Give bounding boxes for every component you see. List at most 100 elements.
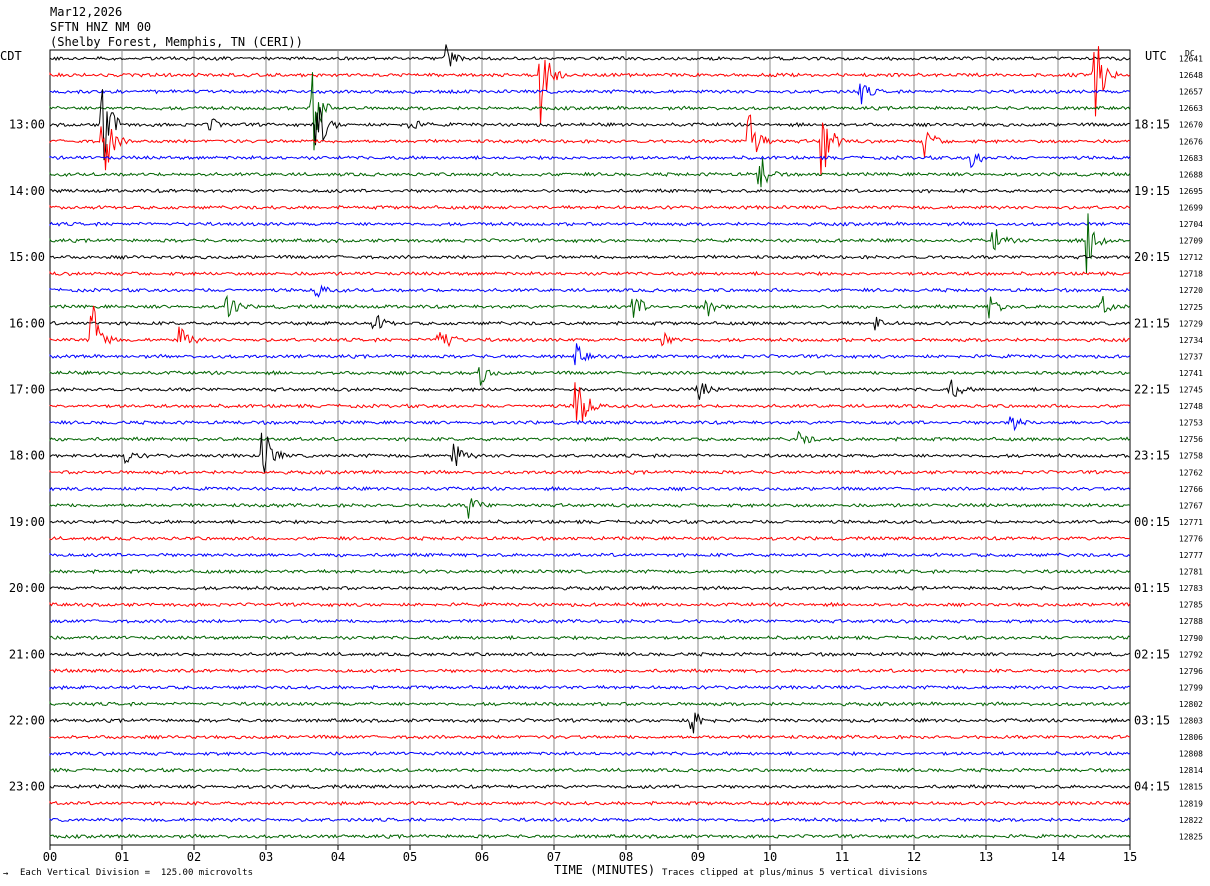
dc-offset-label: 12729 xyxy=(1179,319,1203,328)
hour-label-utc: 03:15 xyxy=(1134,714,1170,728)
dc-offset-label: 12676 xyxy=(1179,137,1203,146)
seismic-trace xyxy=(49,314,1131,331)
dc-offset-label: 12748 xyxy=(1179,402,1203,411)
seismic-trace xyxy=(49,284,1131,298)
dc-offset-label: 12790 xyxy=(1179,634,1203,643)
seismic-trace xyxy=(49,519,1131,525)
hour-label-local: 22:00 xyxy=(9,714,45,728)
dc-offset-label: 12756 xyxy=(1179,435,1203,444)
seismic-trace xyxy=(49,734,1131,740)
dc-offset-label: 12641 xyxy=(1179,55,1203,64)
dc-offset-label: 12776 xyxy=(1179,534,1203,543)
scale-note: Each Vertical Division = 125.00 microvol… xyxy=(20,868,253,878)
x-axis-title: TIME (MINUTES) xyxy=(554,863,656,877)
seismic-trace xyxy=(49,430,1131,445)
station-location: (Shelby Forest, Memphis, TN (CERI)) xyxy=(50,35,303,49)
seismic-trace xyxy=(49,221,1131,227)
dc-offset-label: 12783 xyxy=(1179,584,1203,593)
dc-offset-label: 12819 xyxy=(1179,799,1203,808)
seismic-trace xyxy=(49,432,1131,473)
seismic-trace xyxy=(49,379,1131,400)
dc-offset-label: 12796 xyxy=(1179,667,1203,676)
x-tick-label: 10 xyxy=(763,850,777,864)
dc-offset-label: 12720 xyxy=(1179,286,1203,295)
x-tick-label: 08 xyxy=(619,850,633,864)
seismic-trace xyxy=(49,46,1131,125)
dc-offset-label: 12799 xyxy=(1179,683,1203,692)
seismic-trace xyxy=(49,498,1131,519)
seismic-trace xyxy=(49,343,1131,366)
dc-offset-label: 12737 xyxy=(1179,352,1203,361)
seismic-trace xyxy=(49,783,1131,790)
seismic-trace xyxy=(49,416,1131,432)
seismic-trace xyxy=(49,486,1131,493)
hour-label-local: 13:00 xyxy=(9,118,45,132)
seismic-trace xyxy=(49,72,1131,151)
dc-offset-label: 12802 xyxy=(1179,700,1203,709)
seismic-trace xyxy=(49,213,1131,274)
seismic-trace xyxy=(49,204,1131,211)
dc-header-label: DC xyxy=(1185,49,1195,58)
dc-offset-label: 12753 xyxy=(1179,419,1203,428)
dc-offset-label: 12688 xyxy=(1179,170,1203,179)
seismic-trace xyxy=(49,833,1131,840)
x-tick-label: 07 xyxy=(547,850,561,864)
dc-offset-label: 12657 xyxy=(1179,88,1203,97)
hour-label-local: 14:00 xyxy=(9,184,45,198)
hour-label-local: 16:00 xyxy=(9,316,45,330)
dc-offset-label: 12648 xyxy=(1179,71,1203,80)
seismic-trace xyxy=(49,294,1131,319)
left-timezone-label: CDT xyxy=(0,49,22,63)
seismic-trace xyxy=(49,367,1131,386)
hour-label-local: 20:00 xyxy=(9,581,45,595)
seismic-trace xyxy=(49,712,1131,734)
dc-offset-label: 12806 xyxy=(1179,733,1203,742)
x-tick-label: 04 xyxy=(331,850,345,864)
dc-offset-label: 12699 xyxy=(1179,203,1203,212)
x-tick-label: 12 xyxy=(907,850,921,864)
dc-offset-label: 12758 xyxy=(1179,452,1203,461)
dc-offset-label: 12767 xyxy=(1179,501,1203,510)
dc-offset-label: 12792 xyxy=(1179,650,1203,659)
dc-offset-label: 12777 xyxy=(1179,551,1203,560)
dc-offset-label: 12825 xyxy=(1179,832,1203,841)
seismic-trace xyxy=(49,585,1131,591)
x-tick-label: 05 xyxy=(403,850,417,864)
seismic-trace xyxy=(49,158,1131,188)
corner-arrow-mark: → xyxy=(3,869,9,879)
x-tick-label: 06 xyxy=(475,850,489,864)
seismic-trace xyxy=(49,750,1131,757)
x-tick-label: 01 xyxy=(115,850,129,864)
right-timezone-label: UTC xyxy=(1145,49,1167,63)
hour-label-utc: 23:15 xyxy=(1134,449,1170,463)
x-tick-label: 14 xyxy=(1051,850,1065,864)
seismic-trace xyxy=(49,188,1131,194)
dc-offset-label: 12695 xyxy=(1179,187,1203,196)
seismic-trace xyxy=(49,382,1131,422)
dc-offset-label: 12785 xyxy=(1179,601,1203,610)
dc-offset-label: 12663 xyxy=(1179,104,1203,113)
seismic-trace xyxy=(49,254,1131,260)
hour-label-utc: 20:15 xyxy=(1134,250,1170,264)
x-tick-label: 02 xyxy=(187,850,201,864)
station-code: SFTN HNZ NM 00 xyxy=(50,20,152,34)
dc-offset-label: 12745 xyxy=(1179,386,1203,395)
x-tick-label: 11 xyxy=(835,850,849,864)
seismic-trace xyxy=(49,535,1131,542)
hour-label-local: 21:00 xyxy=(9,647,45,661)
seismic-trace xyxy=(49,89,1131,161)
seismic-trace xyxy=(49,767,1131,773)
hour-label-utc: 22:15 xyxy=(1134,383,1170,397)
seismic-trace xyxy=(49,651,1131,657)
x-tick-label: 03 xyxy=(259,850,273,864)
seismic-trace xyxy=(49,552,1131,558)
dc-offset-label: 12788 xyxy=(1179,617,1203,626)
hour-label-utc: 01:15 xyxy=(1134,581,1170,595)
seismic-trace xyxy=(49,83,1131,105)
hour-label-utc: 02:15 xyxy=(1134,647,1170,661)
dc-offset-label: 12683 xyxy=(1179,154,1203,163)
dc-offset-label: 12815 xyxy=(1179,783,1203,792)
x-tick-label: 00 xyxy=(43,850,57,864)
dc-offset-label: 12734 xyxy=(1179,336,1203,345)
